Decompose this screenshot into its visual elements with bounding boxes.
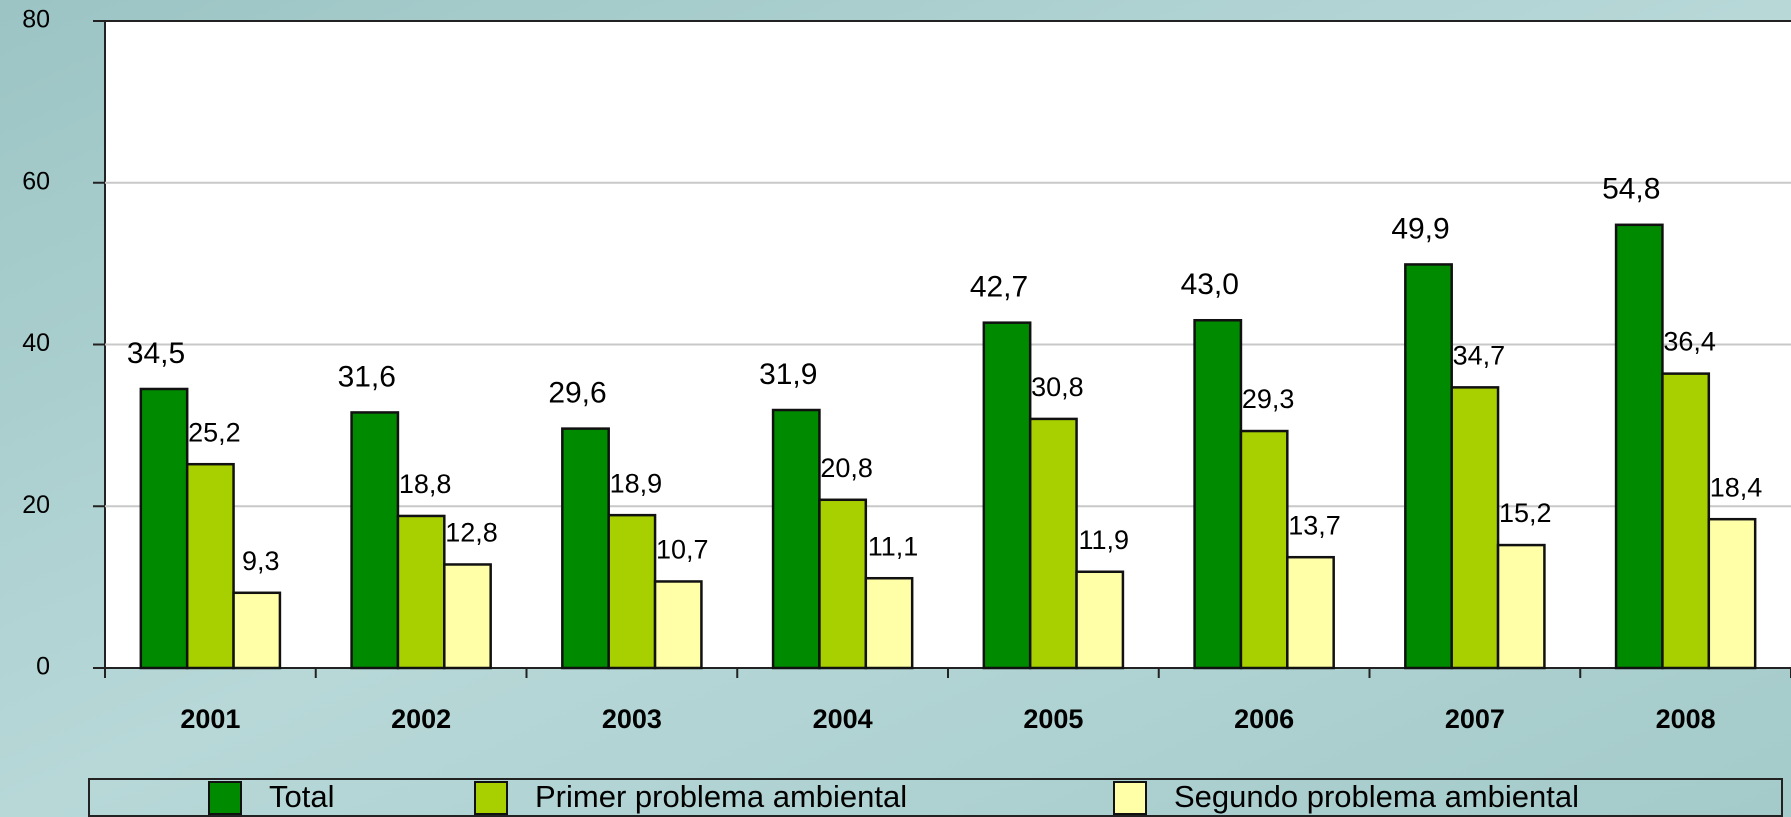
data-label: 29,3 <box>1242 384 1295 414</box>
bar <box>1239 429 1289 670</box>
bar <box>139 387 189 670</box>
bar <box>561 427 610 670</box>
data-label: 13,7 <box>1288 510 1341 540</box>
bar <box>443 563 492 670</box>
x-tick-label: 2008 <box>1656 704 1716 734</box>
y-tick-label: 0 <box>36 653 50 681</box>
bar <box>1075 570 1125 670</box>
data-label: 29,6 <box>548 377 606 410</box>
bar <box>1286 555 1335 670</box>
bar <box>185 462 235 670</box>
data-label: 11,1 <box>868 531 919 561</box>
bar <box>1614 223 1664 670</box>
legend-label: Primer problema ambiental <box>535 779 907 814</box>
x-tick-label: 2004 <box>813 704 873 734</box>
data-label: 18,8 <box>399 469 452 499</box>
legend-label: Total <box>269 779 334 814</box>
bar <box>1028 417 1078 670</box>
data-label: 30,8 <box>1031 372 1084 402</box>
bar <box>1496 543 1546 670</box>
data-label: 10,7 <box>656 535 709 565</box>
data-label: 12,8 <box>445 518 498 548</box>
data-label: 15,2 <box>1499 498 1552 528</box>
data-label: 54,8 <box>1602 173 1660 206</box>
y-tick-label: 20 <box>22 491 50 519</box>
x-tick-label: 2007 <box>1445 704 1505 734</box>
data-label: 34,7 <box>1453 340 1506 370</box>
y-tick-label: 40 <box>22 329 50 357</box>
data-label: 42,7 <box>970 271 1028 304</box>
bar <box>232 591 282 670</box>
data-label: 18,4 <box>1710 472 1763 502</box>
bar <box>350 411 400 670</box>
bar <box>982 321 1032 670</box>
x-tick-label: 2001 <box>180 704 240 734</box>
bar <box>396 514 446 670</box>
x-tick-label: 2003 <box>602 704 662 734</box>
x-tick-label: 2006 <box>1234 704 1294 734</box>
data-label: 31,6 <box>338 360 396 393</box>
data-label: 31,9 <box>759 358 817 391</box>
data-label: 43,0 <box>1181 268 1239 301</box>
bar <box>1707 517 1757 670</box>
legend-box <box>88 778 1783 817</box>
bar <box>864 576 914 670</box>
bar <box>1450 386 1500 670</box>
data-label: 25,2 <box>188 417 241 447</box>
x-tick-label: 2002 <box>391 704 451 734</box>
legend-swatch <box>474 781 508 815</box>
legend-swatch <box>208 781 242 815</box>
y-tick-label: 80 <box>22 6 50 34</box>
bar <box>818 498 868 670</box>
data-label: 36,4 <box>1663 327 1716 357</box>
bar <box>1404 263 1453 670</box>
bar <box>1193 318 1243 670</box>
y-tick-label: 60 <box>22 167 50 195</box>
legend-label: Segundo problema ambiental <box>1174 779 1579 814</box>
bar <box>607 513 657 670</box>
data-label: 49,9 <box>1391 212 1449 245</box>
bar <box>1661 372 1711 670</box>
data-label: 34,5 <box>127 337 185 370</box>
bar <box>771 408 821 670</box>
data-label: 20,8 <box>820 453 873 483</box>
data-label: 18,9 <box>610 468 663 498</box>
x-tick-label: 2005 <box>1023 704 1083 734</box>
bar <box>653 580 703 670</box>
data-label: 9,3 <box>242 546 280 576</box>
legend-swatch <box>1113 781 1147 815</box>
data-label: 11,9 <box>1078 525 1129 555</box>
